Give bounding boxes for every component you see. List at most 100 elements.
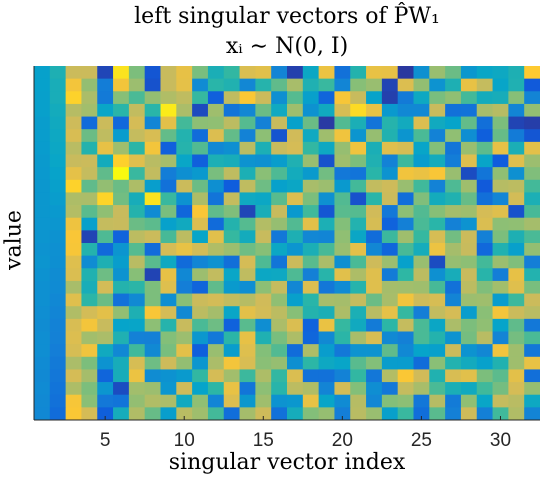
heatmap-cell (144, 217, 161, 231)
heatmap-cell (207, 306, 225, 320)
heatmap-cell (318, 306, 335, 320)
heatmap-cell (97, 141, 114, 155)
heatmap-cell (192, 116, 209, 130)
heatmap-cell (271, 394, 288, 408)
heatmap-cell (366, 382, 383, 396)
heatmap-cell (239, 369, 256, 383)
heatmap-cell (49, 116, 67, 130)
heatmap-cell (492, 318, 509, 332)
heatmap-cell (302, 344, 320, 358)
heatmap-cell (492, 141, 509, 155)
heatmap-cell (255, 78, 272, 92)
chart-title-line1: left singular vectors of P̂W₁ (134, 4, 440, 29)
heatmap-cell (223, 192, 240, 206)
heatmap-cell (476, 179, 493, 193)
heatmap-cell (49, 192, 67, 206)
heatmap-cell (366, 116, 383, 130)
heatmap-cell (271, 66, 288, 80)
heatmap-cell (144, 91, 161, 105)
heatmap-cell (429, 382, 446, 396)
heatmap-cell (413, 154, 430, 168)
heatmap-cell (334, 129, 351, 143)
heatmap-cell (476, 167, 493, 181)
heatmap-cell (429, 78, 446, 92)
heatmap-cell (429, 192, 446, 206)
heatmap-cell (508, 167, 525, 181)
heatmap-cell (476, 407, 493, 421)
heatmap-cell (49, 394, 67, 408)
heatmap-cell (65, 243, 82, 257)
heatmap-cell (207, 369, 225, 383)
heatmap-cell (81, 306, 98, 320)
heatmap-cell (271, 179, 288, 193)
heatmap-cell (318, 66, 335, 80)
heatmap-cell (413, 91, 430, 105)
heatmap-cell (397, 255, 414, 269)
heatmap-cell (207, 407, 225, 421)
heatmap-cell (460, 243, 478, 257)
heatmap-cell (255, 268, 272, 282)
heatmap-cell (334, 344, 351, 358)
heatmap-cell (176, 154, 193, 168)
heatmap-cell (318, 407, 335, 421)
heatmap-cell (413, 179, 430, 193)
heatmap-cell (271, 129, 288, 143)
heatmap-cell (334, 78, 351, 92)
heatmap-cell (350, 154, 367, 168)
heatmap-cell (65, 306, 82, 320)
heatmap-cell (49, 407, 67, 421)
heatmap-cell (176, 179, 193, 193)
heatmap-cell (34, 66, 51, 80)
heatmap-cell (508, 394, 525, 408)
heatmap-cell (397, 394, 414, 408)
heatmap-cell (255, 255, 272, 269)
heatmap-cell (302, 91, 320, 105)
heatmap-cell (34, 78, 51, 92)
heatmap-cell (271, 230, 288, 244)
heatmap-cell (476, 230, 493, 244)
heatmap-cell (255, 167, 272, 181)
heatmap-cell (334, 205, 351, 219)
heatmap-cell (97, 243, 114, 257)
heatmap-cell (524, 78, 540, 92)
heatmap-cell (160, 205, 177, 219)
heatmap-cell (192, 129, 209, 143)
heatmap-cell (207, 318, 225, 332)
heatmap-cell (318, 356, 335, 370)
heatmap-cell (192, 103, 209, 117)
heatmap-cell (350, 382, 367, 396)
heatmap-cell (492, 154, 509, 168)
heatmap-cell (413, 141, 430, 155)
heatmap-cell (318, 394, 335, 408)
heatmap-cell (160, 306, 177, 320)
heatmap-cell (334, 318, 351, 332)
heatmap-cell (239, 407, 256, 421)
heatmap-cell (113, 154, 130, 168)
heatmap-cell (302, 129, 320, 143)
heatmap-cell (176, 268, 193, 282)
heatmap-cell (318, 217, 335, 231)
heatmap-cell (207, 179, 225, 193)
heatmap-cell (397, 268, 414, 282)
heatmap-cell (207, 280, 225, 294)
heatmap-cell (413, 167, 430, 181)
heatmap-cell (34, 344, 51, 358)
heatmap-cell (381, 280, 399, 294)
heatmap-cell (524, 382, 540, 396)
heatmap-cell (318, 103, 335, 117)
heatmap-cell (287, 293, 304, 307)
heatmap-cell (97, 255, 114, 269)
heatmap-cell (492, 91, 509, 105)
heatmap-cell (381, 318, 399, 332)
x-tick-label: 5 (100, 430, 111, 451)
heatmap-cell (144, 306, 161, 320)
heatmap-cell (128, 268, 146, 282)
heatmap-cell (144, 382, 161, 396)
heatmap-cell (144, 344, 161, 358)
heatmap-cell (65, 230, 82, 244)
heatmap-cell (223, 255, 240, 269)
heatmap-cell (113, 369, 130, 383)
heatmap-cell (223, 331, 240, 345)
heatmap-cell (445, 293, 462, 307)
heatmap-cell (160, 141, 177, 155)
